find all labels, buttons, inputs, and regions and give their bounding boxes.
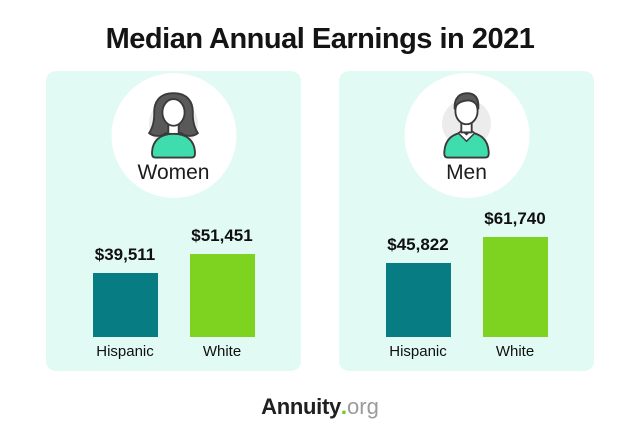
bar-men-hispanic bbox=[385, 263, 451, 337]
men-avatar-circle: Men bbox=[404, 73, 529, 198]
women-bars: $39,511 Hispanic $51,451 White bbox=[46, 226, 301, 361]
bar-women-hispanic bbox=[92, 273, 158, 337]
bar-value: $45,822 bbox=[387, 235, 449, 254]
bar-value: $61,740 bbox=[484, 209, 546, 228]
panels-row: Women $39,511 Hispanic $51,451 White bbox=[0, 71, 640, 371]
women-avatar-circle: Women bbox=[111, 73, 236, 198]
bar-value: $51,451 bbox=[191, 226, 253, 245]
brand-dot: . bbox=[340, 394, 348, 419]
bar-label: White bbox=[202, 343, 242, 360]
woman-avatar-icon bbox=[148, 92, 199, 159]
brand-name: Annuity bbox=[261, 394, 341, 419]
men-panel: Men $45,822 Hispanic $61,740 White bbox=[339, 71, 594, 371]
man-avatar-icon bbox=[442, 92, 491, 159]
bar-women-white bbox=[189, 254, 255, 337]
women-panel: Women $39,511 Hispanic $51,451 White bbox=[46, 71, 301, 371]
women-panel-label: Women bbox=[137, 161, 210, 184]
footer-logo: Annuity.org bbox=[0, 395, 640, 419]
men-bars: $45,822 Hispanic $61,740 White bbox=[339, 209, 594, 361]
bar-group-women-hispanic: $39,511 Hispanic bbox=[92, 245, 158, 361]
men-panel-label: Men bbox=[446, 161, 487, 184]
bar-group-men-hispanic: $45,822 Hispanic bbox=[385, 235, 451, 361]
brand-suffix: org bbox=[347, 394, 379, 419]
bar-group-men-white: $61,740 White bbox=[482, 209, 548, 361]
bar-group-women-white: $51,451 White bbox=[189, 226, 255, 361]
page-title: Median Annual Earnings in 2021 bbox=[105, 23, 535, 55]
bar-label: Hispanic bbox=[389, 343, 447, 360]
bar-label: Hispanic bbox=[96, 343, 154, 360]
bar-label: White bbox=[495, 343, 535, 360]
bar-men-white bbox=[482, 237, 548, 337]
bar-value: $39,511 bbox=[94, 245, 156, 264]
